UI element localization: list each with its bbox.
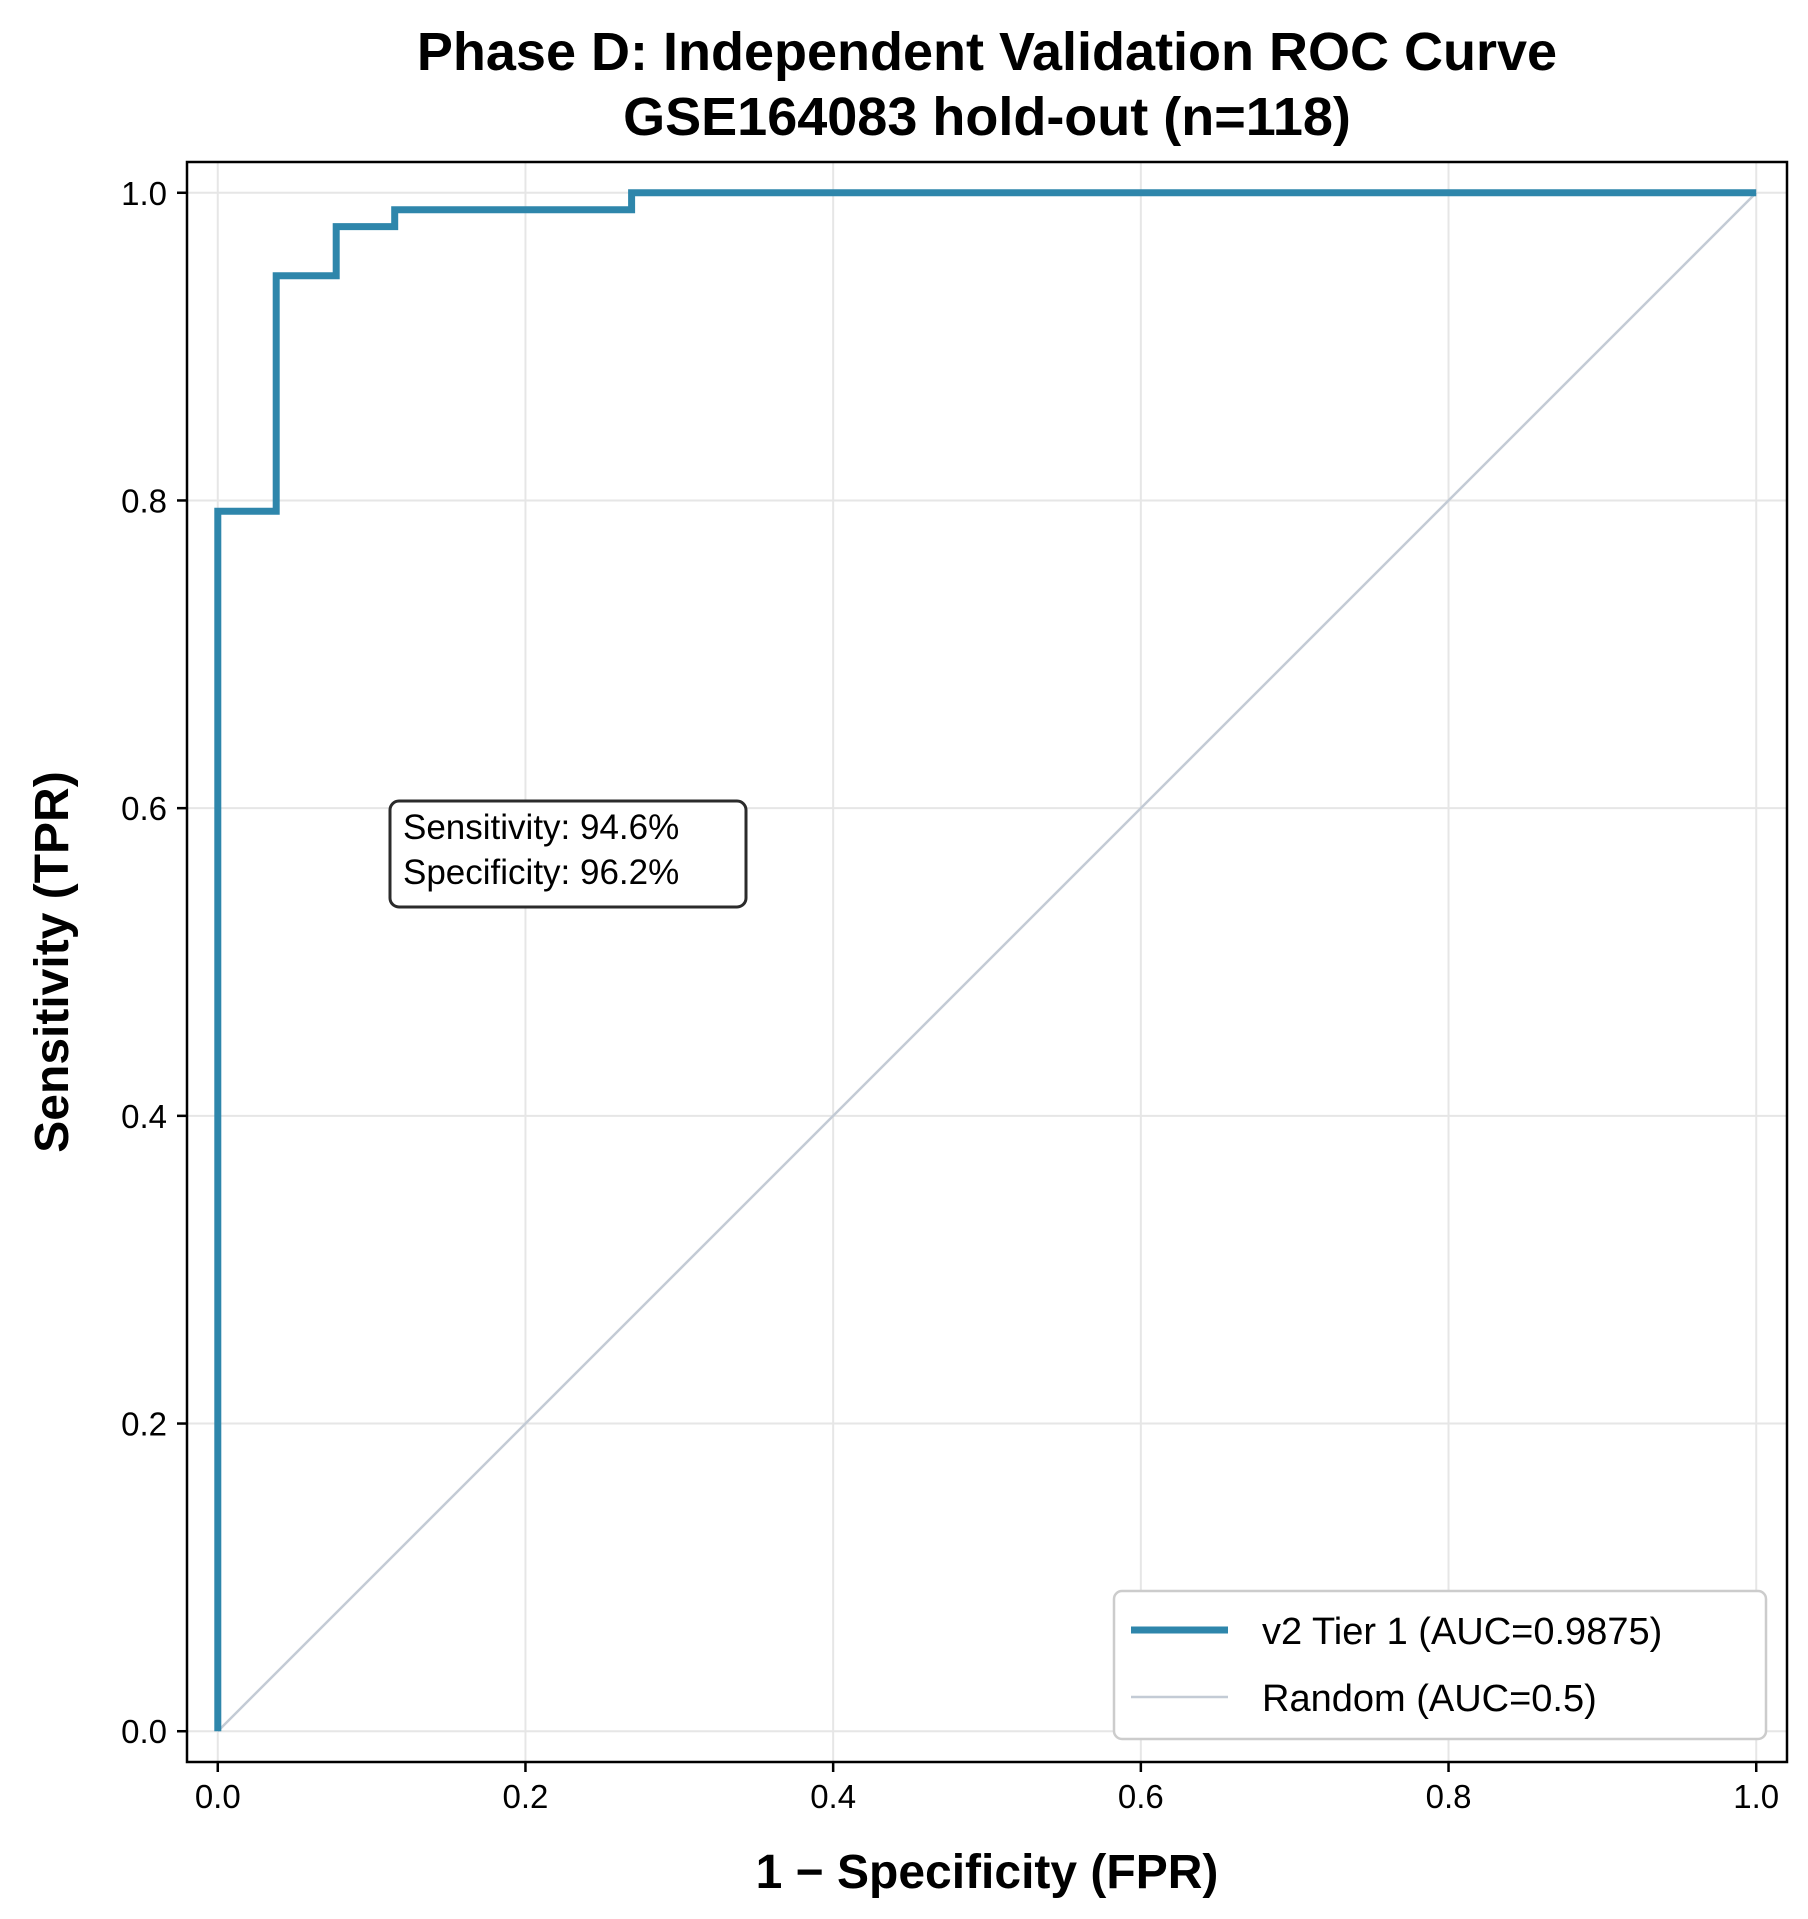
x-tick-label: 0.8 — [1426, 1778, 1472, 1815]
chart-subtitle: GSE164083 hold-out (n=118) — [623, 87, 1351, 147]
y-tick-label: 0.6 — [121, 790, 167, 827]
annotation-specificity: Specificity: 96.2% — [403, 853, 679, 892]
x-axis-label: 1 − Specificity (FPR) — [756, 1846, 1219, 1899]
y-tick-label: 0.8 — [121, 482, 167, 519]
x-tick-label: 0.2 — [503, 1778, 549, 1815]
legend-label-roc: v2 Tier 1 (AUC=0.9875) — [1262, 1611, 1662, 1653]
x-tick-label: 0.4 — [810, 1778, 856, 1815]
x-tick-label: 0.0 — [195, 1778, 241, 1815]
x-tick-label: 1.0 — [1733, 1778, 1779, 1815]
chart-title: Phase D: Independent Validation ROC Curv… — [417, 22, 1557, 82]
y-tick-label: 0.2 — [121, 1406, 167, 1443]
y-axis-label: Sensitivity (TPR) — [26, 771, 79, 1152]
y-axis-ticks: 0.0 0.2 0.4 0.6 0.8 1.0 — [121, 175, 187, 1750]
y-tick-label: 0.4 — [121, 1098, 167, 1135]
legend: v2 Tier 1 (AUC=0.9875) Random (AUC=0.5) — [1112, 1589, 1768, 1741]
roc-curve-line — [214, 189, 1757, 1732]
grid-lines — [187, 162, 1787, 1762]
annotation-sensitivity: Sensitivity: 94.6% — [403, 808, 679, 847]
metrics-annotation: Sensitivity: 94.6% Specificity: 96.2% — [388, 799, 748, 909]
random-baseline-line — [216, 191, 1758, 1733]
x-tick-label: 0.6 — [1118, 1778, 1164, 1815]
plot-series — [214, 189, 1758, 1733]
x-axis-ticks: 0.0 0.2 0.4 0.6 0.8 1.0 — [195, 1762, 1779, 1815]
annotation-box — [388, 799, 748, 909]
legend-box — [1112, 1589, 1768, 1741]
legend-label-random: Random (AUC=0.5) — [1262, 1678, 1597, 1720]
y-tick-label: 0.0 — [121, 1713, 167, 1750]
y-tick-label: 1.0 — [121, 175, 167, 212]
plot-frame — [185, 160, 1789, 1764]
